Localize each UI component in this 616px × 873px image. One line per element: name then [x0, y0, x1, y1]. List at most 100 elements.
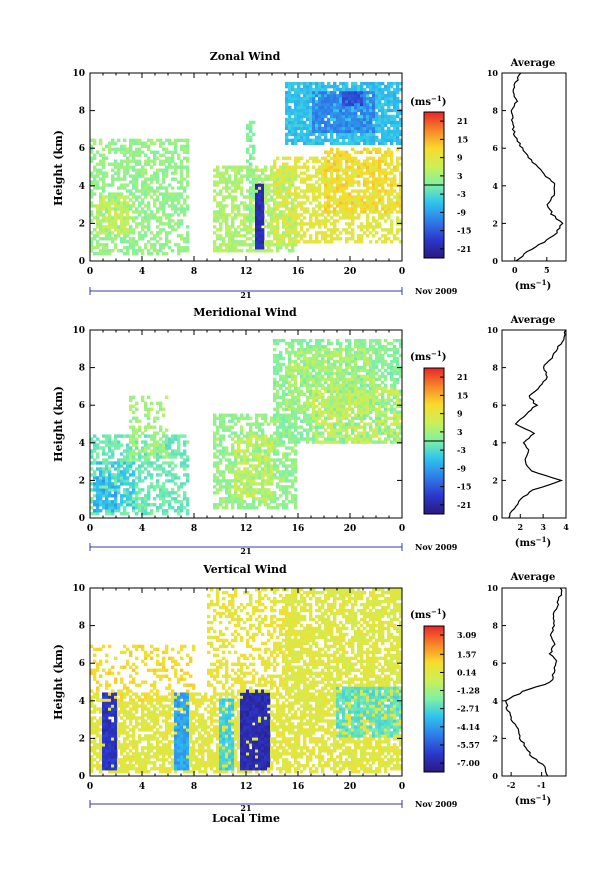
- heatmap-cell: [147, 222, 151, 226]
- heatmap-cell: [354, 425, 358, 429]
- heatmap-cell: [366, 126, 370, 131]
- heatmap-cell: [168, 156, 172, 160]
- heatmap-cell: [291, 437, 295, 441]
- heatmap-cell: [279, 431, 283, 435]
- heatmap-cell: [324, 222, 328, 226]
- heatmap-cell: [309, 126, 313, 131]
- heatmap-cell: [345, 216, 349, 220]
- heatmap-cell: [270, 195, 274, 199]
- heatmap-cell: [381, 180, 385, 184]
- heatmap-cell: [333, 440, 337, 444]
- heatmap-cell: [240, 165, 244, 169]
- heatmap-cell: [282, 434, 286, 438]
- heatmap-cell: [333, 84, 337, 89]
- heatmap-cell: [291, 347, 295, 352]
- heatmap-cell: [342, 126, 346, 131]
- heatmap-cell: [327, 138, 331, 143]
- heatmap-cell: [114, 437, 118, 441]
- heatmap-cell: [339, 126, 343, 131]
- heatmap-cell: [345, 362, 349, 367]
- heatmap-cell: [264, 183, 268, 187]
- heatmap-cell: [243, 174, 247, 178]
- heatmap-cell: [114, 461, 118, 465]
- heatmap-cell: [339, 165, 343, 169]
- heatmap-cell: [378, 81, 382, 86]
- heatmap-cell: [390, 210, 394, 214]
- heatmap-cell: [222, 413, 226, 417]
- heatmap-cell: [171, 171, 175, 175]
- heatmap-cell: [294, 353, 298, 358]
- heatmap-cell: [105, 458, 109, 462]
- heatmap-cell: [288, 129, 292, 134]
- heatmap-cell: [312, 356, 316, 361]
- heatmap-cell: [168, 213, 172, 217]
- heatmap-cell: [327, 341, 331, 346]
- heatmap-cell: [288, 341, 292, 346]
- heatmap-cell: [276, 171, 280, 175]
- heatmap-cell: [291, 383, 295, 388]
- heatmap-cell: [120, 216, 124, 220]
- heatmap-cell: [318, 168, 322, 172]
- heatmap-cell: [264, 243, 268, 247]
- heatmap-cell: [273, 162, 277, 166]
- heatmap-cell: [333, 207, 337, 211]
- heatmap-cell: [261, 177, 265, 181]
- heatmap-cell: [162, 500, 166, 504]
- heatmap-cell: [255, 413, 259, 417]
- heatmap-cell: [108, 210, 112, 214]
- heatmap-cell: [312, 192, 316, 196]
- heatmap-cell: [324, 422, 328, 426]
- heatmap-cell: [273, 461, 277, 465]
- heatmap-cell: [333, 111, 337, 116]
- heatmap-cell: [288, 213, 292, 217]
- heatmap-cell: [156, 455, 160, 459]
- heatmap-cell: [369, 120, 373, 125]
- heatmap-cell: [132, 201, 136, 205]
- heatmap-cell: [345, 231, 349, 235]
- heatmap-cell: [111, 192, 115, 196]
- heatmap-cell: [360, 350, 364, 355]
- heatmap-cell: [186, 500, 190, 504]
- heatmap-cell: [156, 240, 160, 244]
- heatmap-cell: [372, 210, 376, 214]
- heatmap-cell: [363, 410, 367, 414]
- heatmap-cell: [222, 419, 226, 423]
- heatmap-cell: [309, 213, 313, 217]
- heatmap-cell: [108, 225, 112, 229]
- heatmap-cell: [279, 168, 283, 172]
- heatmap-cell: [228, 237, 232, 241]
- heatmap-cell: [174, 138, 178, 143]
- heatmap-cell: [312, 123, 316, 128]
- heatmap-cell: [99, 482, 103, 486]
- heatmap-cell: [348, 386, 352, 391]
- heatmap-cell: [255, 422, 259, 426]
- heatmap-cell: [363, 204, 367, 208]
- heatmap-cell: [351, 99, 355, 104]
- heatmap-cell: [153, 192, 157, 196]
- heatmap-cell: [306, 344, 310, 349]
- heatmap-cell: [369, 162, 373, 166]
- heatmap-cell: [261, 207, 265, 211]
- heatmap-cell: [264, 189, 268, 193]
- heatmap-cell: [318, 422, 322, 426]
- heatmap-cell: [237, 186, 241, 190]
- heatmap-cell: [132, 449, 136, 453]
- heatmap-cell: [237, 455, 241, 459]
- heatmap-cell: [147, 156, 151, 160]
- heatmap-cell: [348, 362, 352, 367]
- heatmap-cell: [321, 347, 325, 352]
- heatmap-cell: [276, 189, 280, 193]
- heatmap-cell: [342, 410, 346, 414]
- heatmap-cell: [315, 362, 319, 367]
- heatmap-cell: [147, 491, 151, 495]
- heatmap-cell: [321, 177, 325, 181]
- heatmap-cell: [108, 198, 112, 202]
- heatmap-cell: [96, 485, 100, 489]
- heatmap-cell: [294, 413, 298, 417]
- heatmap-cell: [141, 503, 145, 507]
- heatmap-cell: [303, 231, 307, 235]
- heatmap-cell: [294, 99, 298, 104]
- heatmap-cell: [288, 81, 292, 86]
- heatmap-cell: [303, 383, 307, 388]
- heatmap-cell: [279, 240, 283, 244]
